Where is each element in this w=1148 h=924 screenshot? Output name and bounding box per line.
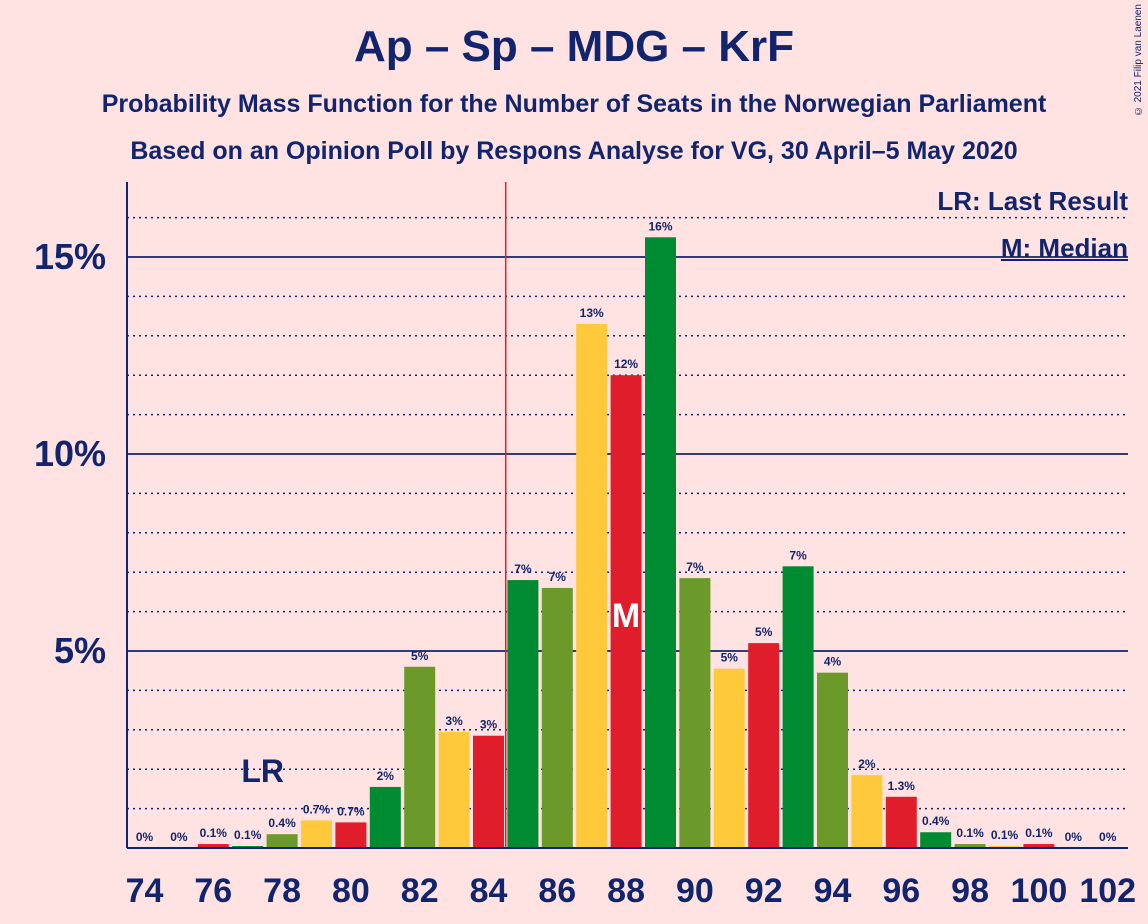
bar-seat-95 [851,775,883,848]
bar-seat-82 [404,666,436,848]
bar-label-seat-77: 0.1% [234,828,262,842]
y-tick-label: 5% [54,630,106,671]
x-tick-label: 96 [882,872,920,910]
x-tick-label: 98 [951,872,989,910]
bar-label-seat-87: 13% [580,306,604,320]
legend-median: M: Median [1000,233,1128,263]
bar-label-seat-96: 1.3% [888,779,916,793]
bar-seat-84 [473,735,504,848]
bar-label-seat-88: 12% [614,357,638,371]
bar-label-seat-100: 0.1% [1025,826,1053,840]
x-tick-label: 82 [401,872,439,910]
x-tick-label: 74 [126,872,164,910]
x-tick-label: 92 [745,872,783,910]
x-tick-label: 76 [194,872,232,910]
bar-label-seat-83: 3% [445,714,463,728]
chart-subtitle: Probability Mass Function for the Number… [101,90,1047,118]
bar-label-seat-85: 7% [514,562,532,576]
bar-seat-100 [1023,844,1055,848]
x-tick-label: 94 [814,872,852,910]
x-tick-label: 84 [470,872,508,910]
x-tick-label: 90 [676,872,714,910]
legend-last-result: LR: Last Result [937,186,1128,216]
bar-seat-85 [507,580,539,848]
bar-seat-88 [610,375,642,848]
bar-label-seat-89: 16% [648,219,672,233]
bar-label-seat-91: 5% [721,651,739,665]
last-result-label: LR [241,753,284,789]
bar-seat-93 [782,566,814,848]
chart-source: Based on an Opinion Poll by Respons Anal… [130,137,1018,165]
bar-seat-80 [335,822,367,848]
bar-seat-78 [266,834,298,848]
bar-label-seat-75: 0% [170,830,188,844]
bar-seat-87 [576,323,608,849]
bar-label-seat-93: 7% [789,548,807,562]
y-tick-label: 15% [34,236,106,277]
y-tick-label: 10% [34,433,106,474]
bar-seat-81 [369,786,401,848]
bar-label-seat-94: 4% [824,655,842,669]
bar-label-seat-92: 5% [755,625,773,639]
median-marker: M [612,597,640,635]
bar-label-seat-101: 0% [1065,830,1083,844]
bar-label-seat-81: 2% [377,769,395,783]
bar-label-seat-90: 7% [686,560,704,574]
bar-label-seat-80: 0.7% [337,804,365,818]
bar-label-seat-98: 0.1% [956,826,984,840]
bar-seat-90 [679,578,711,848]
bar-label-seat-82: 5% [411,649,429,663]
bar-seat-79 [301,820,332,848]
bar-label-seat-78: 0.4% [268,816,296,830]
bar-seat-97 [920,832,952,848]
bar-label-seat-97: 0.4% [922,814,950,828]
x-tick-label: 100 [1011,872,1068,910]
bar-seat-86 [541,587,573,848]
bar-seat-96 [885,796,917,848]
bar-label-seat-79: 0.7% [303,802,331,816]
x-tick-label: 80 [332,872,370,910]
x-tick-label: 102 [1079,872,1136,910]
x-tick-label: 78 [263,872,301,910]
bar-label-seat-76: 0.1% [200,826,228,840]
bar-label-seat-95: 2% [858,757,876,771]
bar-seat-98 [954,844,986,848]
bar-seat-94 [817,672,848,848]
bar-label-seat-74: 0% [136,830,154,844]
x-tick-label: 88 [607,872,645,910]
bar-seat-91 [713,668,745,848]
bar-label-seat-102: 0% [1099,830,1117,844]
bar-label-seat-99: 0.1% [991,828,1019,842]
bar-label-seat-86: 7% [549,570,567,584]
bar-seat-83 [438,731,470,848]
bar-seat-89 [645,237,676,849]
chart-title: Ap – Sp – MDG – KrF [353,22,795,71]
bar-label-seat-84: 3% [480,718,498,732]
x-tick-label: 86 [538,872,576,910]
bar-seat-92 [748,643,780,848]
bar-seat-76 [197,844,229,848]
